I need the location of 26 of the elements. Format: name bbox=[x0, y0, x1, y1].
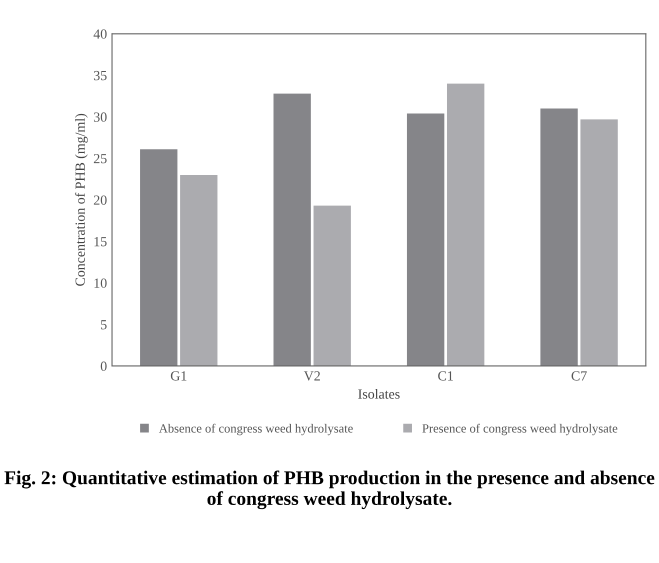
x-tick-label: C1 bbox=[438, 371, 453, 381]
y-tick-label: 20 bbox=[94, 195, 107, 205]
bar bbox=[580, 119, 618, 366]
y-axis-title: Concentration of PHB (mg/ml) bbox=[74, 114, 88, 286]
y-tick-label: 5 bbox=[101, 320, 107, 330]
bar bbox=[274, 94, 311, 366]
y-tick-label: 40 bbox=[94, 29, 107, 39]
y-tick-label: 10 bbox=[94, 278, 107, 288]
legend-label: Absence of congress weed hydrolysate bbox=[158, 424, 353, 436]
bar bbox=[446, 84, 484, 366]
bar bbox=[406, 114, 444, 366]
bar bbox=[180, 174, 218, 366]
x-axis-title: Isolates bbox=[358, 388, 400, 399]
bar bbox=[140, 149, 178, 366]
legend-label: Presence of congress weed hydrolysate bbox=[422, 424, 618, 436]
text: Fig. 2: Quantitative estimation of PHB production in the presence and absence of congress weed hydrolysate. bbox=[4, 470, 654, 510]
y-tick-label: 35 bbox=[94, 70, 107, 80]
x-tick-label: V2 bbox=[304, 371, 320, 381]
y-tick-label: 0 bbox=[100, 362, 107, 371]
bar bbox=[314, 206, 351, 366]
x-tick-label: G1 bbox=[170, 371, 186, 381]
bar bbox=[540, 108, 578, 366]
y-tick-label: 25 bbox=[94, 154, 107, 164]
y-tick-label: 15 bbox=[94, 237, 107, 246]
x-tick-label: C7 bbox=[572, 371, 587, 381]
y-tick-label: 30 bbox=[94, 112, 107, 122]
